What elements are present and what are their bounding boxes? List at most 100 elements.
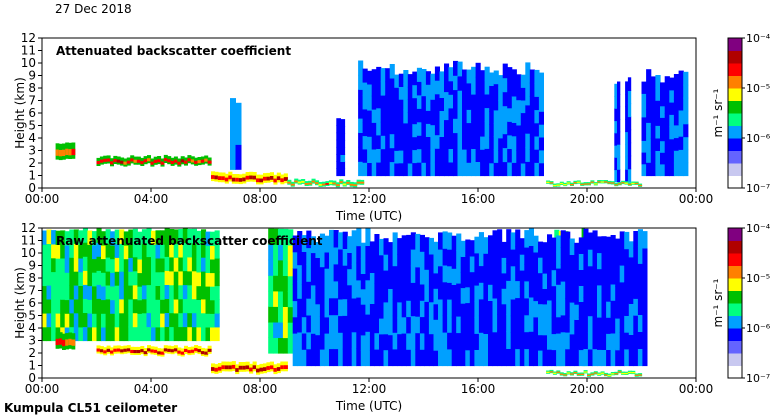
heatmap-cell xyxy=(416,135,422,150)
heatmap-cell xyxy=(287,306,294,323)
heatmap-cell xyxy=(633,264,639,282)
heatmap-cell xyxy=(683,110,689,125)
heatmap-cell xyxy=(506,263,512,281)
heatmap-cell xyxy=(528,262,534,281)
heatmap-cell xyxy=(214,326,220,342)
heatmap-cell xyxy=(497,314,503,332)
heatmap-cell xyxy=(601,349,607,367)
heatmap-cell xyxy=(114,298,120,314)
heatmap-cell xyxy=(123,348,128,352)
heatmap-cell xyxy=(178,284,184,300)
heatmap-cell xyxy=(137,326,143,342)
heatmap-cell xyxy=(475,76,481,92)
heatmap-cell xyxy=(178,229,184,244)
heatmap-cell xyxy=(488,284,494,301)
heatmap-cell xyxy=(438,265,444,283)
heatmap-cell xyxy=(624,332,630,350)
heatmap-cell xyxy=(607,374,612,377)
heatmap-cell xyxy=(310,268,316,286)
heatmap-feature-cloud xyxy=(230,98,242,170)
heatmap-cell xyxy=(480,162,486,177)
heatmap-cell xyxy=(624,348,630,367)
heatmap-cell xyxy=(551,269,557,287)
heatmap-cell xyxy=(147,158,151,162)
heatmap-cell xyxy=(347,236,353,253)
heatmap-cell xyxy=(583,262,589,281)
heatmap-cell xyxy=(87,230,93,245)
heatmap-cell xyxy=(273,368,278,372)
heatmap-cell xyxy=(403,135,409,150)
heatmap-cell xyxy=(282,275,289,292)
heatmap-cell xyxy=(319,250,325,268)
heatmap-cell xyxy=(642,298,648,316)
colorbar-segment xyxy=(728,138,742,151)
heatmap-cell xyxy=(498,150,504,164)
heatmap-cell xyxy=(235,127,242,137)
heatmap-cell xyxy=(549,182,554,184)
heatmap-cell xyxy=(306,230,312,249)
heatmap-cell xyxy=(507,134,513,149)
heatmap-cell xyxy=(425,71,431,85)
heatmap-cell xyxy=(542,350,548,367)
heatmap-cell xyxy=(187,326,193,342)
heatmap-cell xyxy=(96,284,102,299)
colorbar-segment xyxy=(728,113,742,126)
heatmap-cell xyxy=(520,150,526,164)
heatmap-cell xyxy=(669,114,675,128)
heatmap-cell xyxy=(447,315,453,333)
heatmap-cell xyxy=(230,98,236,108)
heatmap-cell xyxy=(55,271,61,287)
heatmap-cell xyxy=(374,332,380,350)
heatmap-cell xyxy=(533,251,539,269)
heatmap-cell xyxy=(397,254,403,271)
heatmap-cell xyxy=(497,229,503,247)
heatmap-cell xyxy=(160,312,166,328)
heatmap-cell xyxy=(301,180,306,183)
heatmap-cell xyxy=(376,94,382,109)
heatmap-cell xyxy=(178,326,184,342)
heatmap-cell xyxy=(475,133,481,148)
heatmap-cell xyxy=(664,113,670,127)
heatmap-cell xyxy=(510,265,516,283)
heatmap-cell xyxy=(64,299,70,314)
heatmap-cell xyxy=(565,315,571,333)
heatmap-cell xyxy=(73,285,79,300)
heatmap-cell xyxy=(641,81,647,94)
heatmap-cell xyxy=(444,91,450,107)
heatmap-cell xyxy=(287,181,292,184)
heatmap-cell xyxy=(315,334,321,351)
heatmap-cell xyxy=(515,246,521,265)
heatmap-cell xyxy=(610,332,616,350)
heatmap-cell xyxy=(385,95,391,109)
heatmap-cell xyxy=(471,80,477,95)
heatmap-cell xyxy=(388,350,394,367)
heatmap-cell xyxy=(569,286,575,303)
heatmap-cell xyxy=(660,94,666,107)
heatmap-cell xyxy=(306,314,312,333)
heatmap-cell xyxy=(294,180,299,183)
heatmap-cell xyxy=(388,273,394,289)
heatmap-cell xyxy=(633,231,639,249)
heatmap-cell xyxy=(96,270,102,285)
heatmap-cell xyxy=(515,229,521,248)
heatmap-cell xyxy=(583,314,589,332)
heatmap-cell xyxy=(376,107,382,122)
heatmap-cell xyxy=(498,87,504,101)
heatmap-cell xyxy=(483,237,489,254)
heatmap-cell xyxy=(351,230,357,248)
heatmap-cell xyxy=(627,90,632,105)
heatmap-cell xyxy=(606,317,612,334)
heatmap-cell xyxy=(101,299,107,314)
heatmap-cell xyxy=(462,122,468,137)
heatmap-cell xyxy=(447,282,453,300)
heatmap-cell xyxy=(493,123,499,137)
heatmap-cell xyxy=(590,181,595,183)
heatmap-cell xyxy=(324,349,330,367)
heatmap-cell xyxy=(401,235,407,253)
heatmap-cell xyxy=(501,257,507,274)
heatmap-cell xyxy=(637,331,643,349)
heatmap-cell xyxy=(606,301,612,318)
heatmap-cell xyxy=(182,312,188,328)
heatmap-cell xyxy=(133,350,138,354)
